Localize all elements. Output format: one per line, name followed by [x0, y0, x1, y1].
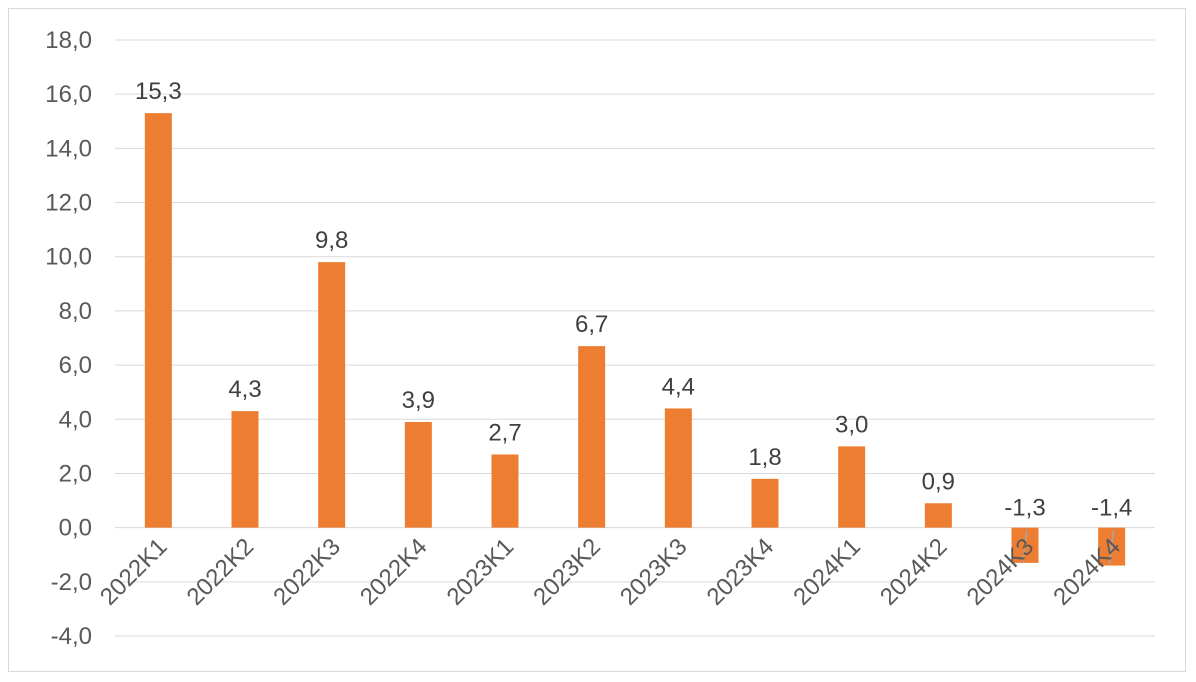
x-tick-label: 2022K3 — [268, 533, 346, 611]
bar-2023K2 — [578, 346, 606, 528]
data-label: 15,3 — [135, 78, 182, 105]
data-label: 9,8 — [315, 227, 348, 254]
data-label: 2,7 — [488, 419, 521, 446]
data-label: -1,3 — [1004, 495, 1045, 522]
x-tick-label: 2024K4 — [1048, 533, 1126, 611]
x-tick-label: 2024K1 — [788, 533, 866, 611]
y-tick-label: 8,0 — [59, 298, 92, 325]
y-tick-label: 10,0 — [45, 244, 92, 271]
x-tick-label: 2023K4 — [702, 533, 780, 611]
x-axis-labels: 2022K1 2022K2 2022K3 2022K4 2023K1 2023K2 2023… — [95, 533, 1126, 611]
y-tick-label: 2,0 — [59, 460, 92, 487]
data-labels: 15,3 4,3 9,8 3,9 2,7 6,7 4,4 1,8 3,0 0,9 -1,3 -1,4 — [135, 78, 1132, 564]
bar-2022K2 — [231, 411, 259, 528]
gridlines — [115, 39, 1155, 637]
x-tick-label: 2024K3 — [962, 533, 1040, 611]
leader-line — [1022, 529, 1028, 561]
y-tick-label: 18,0 — [45, 27, 92, 54]
bar-2022K4 — [404, 421, 432, 528]
y-axis-labels: -4,0 -2,0 0,0 2,0 4,0 6,0 8,0 10,0 12,0 14,0 16,0 1… — [45, 27, 92, 650]
y-tick-label: 14,0 — [45, 135, 92, 162]
y-tick-label: 6,0 — [59, 352, 92, 379]
bars — [144, 113, 1126, 566]
y-tick-label: 0,0 — [59, 515, 92, 542]
y-tick-label: 16,0 — [45, 81, 92, 108]
data-label: 4,3 — [228, 376, 261, 403]
leader-line — [1108, 529, 1115, 564]
data-label: -1,4 — [1091, 495, 1132, 522]
data-label: 6,7 — [575, 311, 608, 338]
y-tick-label: 4,0 — [59, 406, 92, 433]
bar-2024K1 — [838, 446, 866, 528]
data-label: 3,9 — [402, 387, 435, 414]
bar-2022K1 — [144, 113, 172, 528]
x-tick-label: 2022K1 — [95, 533, 173, 611]
y-tick-label: -2,0 — [51, 569, 92, 596]
data-label: 4,4 — [662, 373, 695, 400]
y-tick-label: -4,0 — [51, 623, 92, 650]
data-label: 0,9 — [922, 468, 955, 495]
x-tick-label: 2023K2 — [528, 533, 606, 611]
bar-2023K3 — [664, 408, 692, 528]
data-label: 3,0 — [835, 411, 868, 438]
bar-2022K3 — [318, 262, 346, 528]
bar-2023K4 — [751, 478, 779, 528]
chart-frame — [8, 8, 1186, 672]
x-tick-label: 2023K1 — [442, 533, 520, 611]
x-tick-label: 2022K2 — [182, 533, 260, 611]
x-tick-label: 2023K3 — [615, 533, 693, 611]
data-label: 1,8 — [748, 444, 781, 471]
y-tick-label: 12,0 — [45, 190, 92, 217]
x-tick-label: 2022K4 — [355, 533, 433, 611]
bar-2024K2 — [924, 503, 952, 528]
bar-2023K1 — [491, 454, 519, 528]
x-tick-label: 2024K2 — [875, 533, 953, 611]
